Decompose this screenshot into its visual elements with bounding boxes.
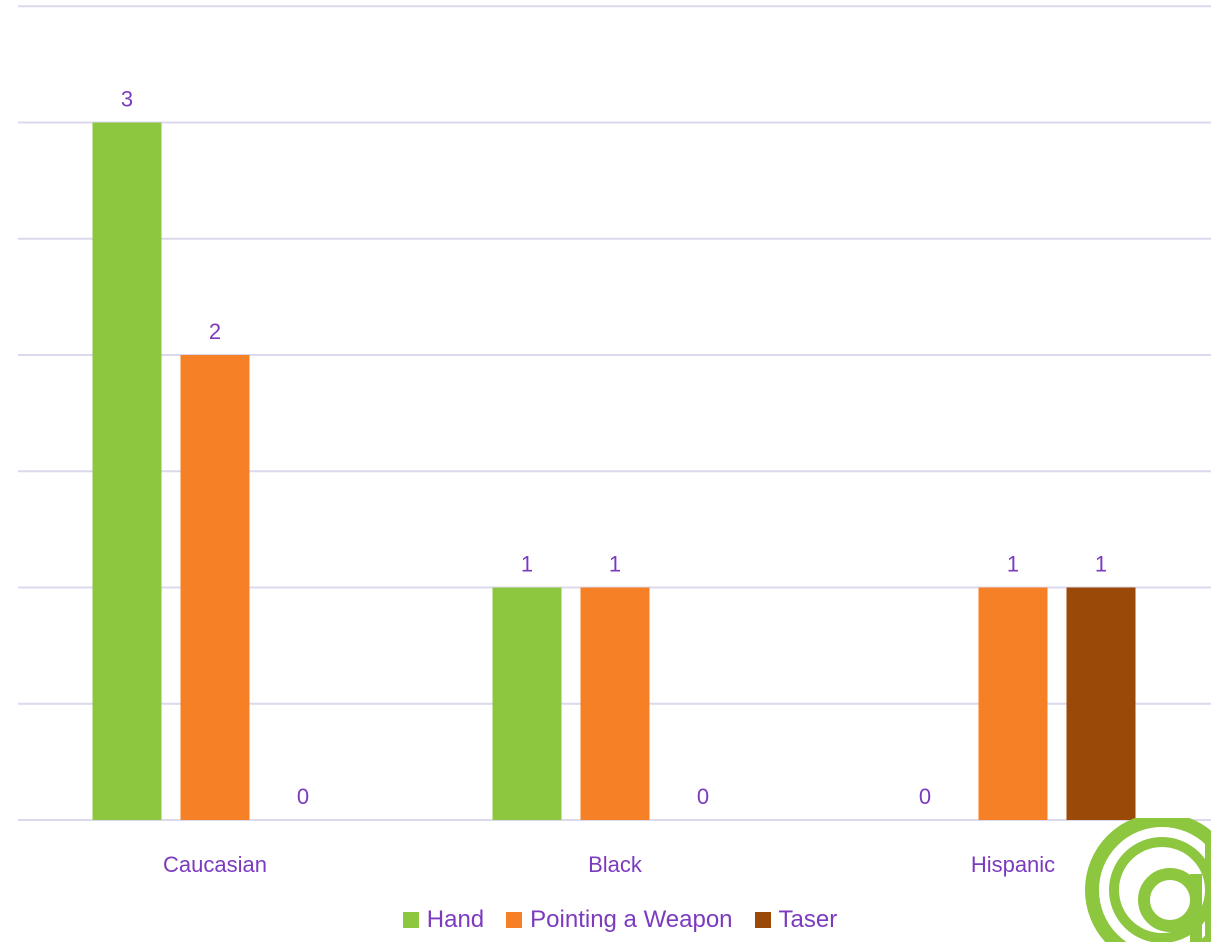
data-label: 1 — [609, 552, 621, 577]
legend-item: Pointing a Weapon — [506, 906, 733, 934]
data-label: 0 — [919, 784, 931, 809]
bar — [1066, 587, 1136, 820]
category-label: Caucasian — [163, 852, 267, 877]
data-label: 2 — [209, 319, 221, 344]
category-label: Black — [588, 852, 643, 877]
data-label: 3 — [121, 87, 133, 112]
data-label: 1 — [1007, 552, 1019, 577]
bar — [180, 355, 250, 820]
category-label: Hispanic — [971, 852, 1055, 877]
data-label: 0 — [297, 784, 309, 809]
organization-logo-icon — [1085, 818, 1211, 942]
legend: Hand Pointing a Weapon Taser — [0, 906, 1211, 934]
legend-item: Hand — [402, 906, 485, 934]
bar — [492, 587, 562, 820]
legend-swatch — [754, 912, 771, 928]
legend-label: Pointing a Weapon — [530, 906, 733, 933]
legend-label: Taser — [778, 906, 838, 933]
legend-item: Taser — [754, 906, 838, 934]
data-label: 1 — [521, 552, 533, 577]
legend-swatch — [506, 912, 523, 928]
bar — [92, 122, 162, 820]
bar — [580, 587, 650, 820]
legend-label: Hand — [426, 906, 485, 933]
bar — [978, 587, 1048, 820]
bar-chart: 3 2 0 Caucasian 1 1 0 Black 0 1 1 Hispanic — [18, 5, 1211, 877]
data-label: 1 — [1095, 552, 1107, 577]
data-label: 0 — [697, 784, 709, 809]
legend-swatch — [402, 912, 419, 928]
